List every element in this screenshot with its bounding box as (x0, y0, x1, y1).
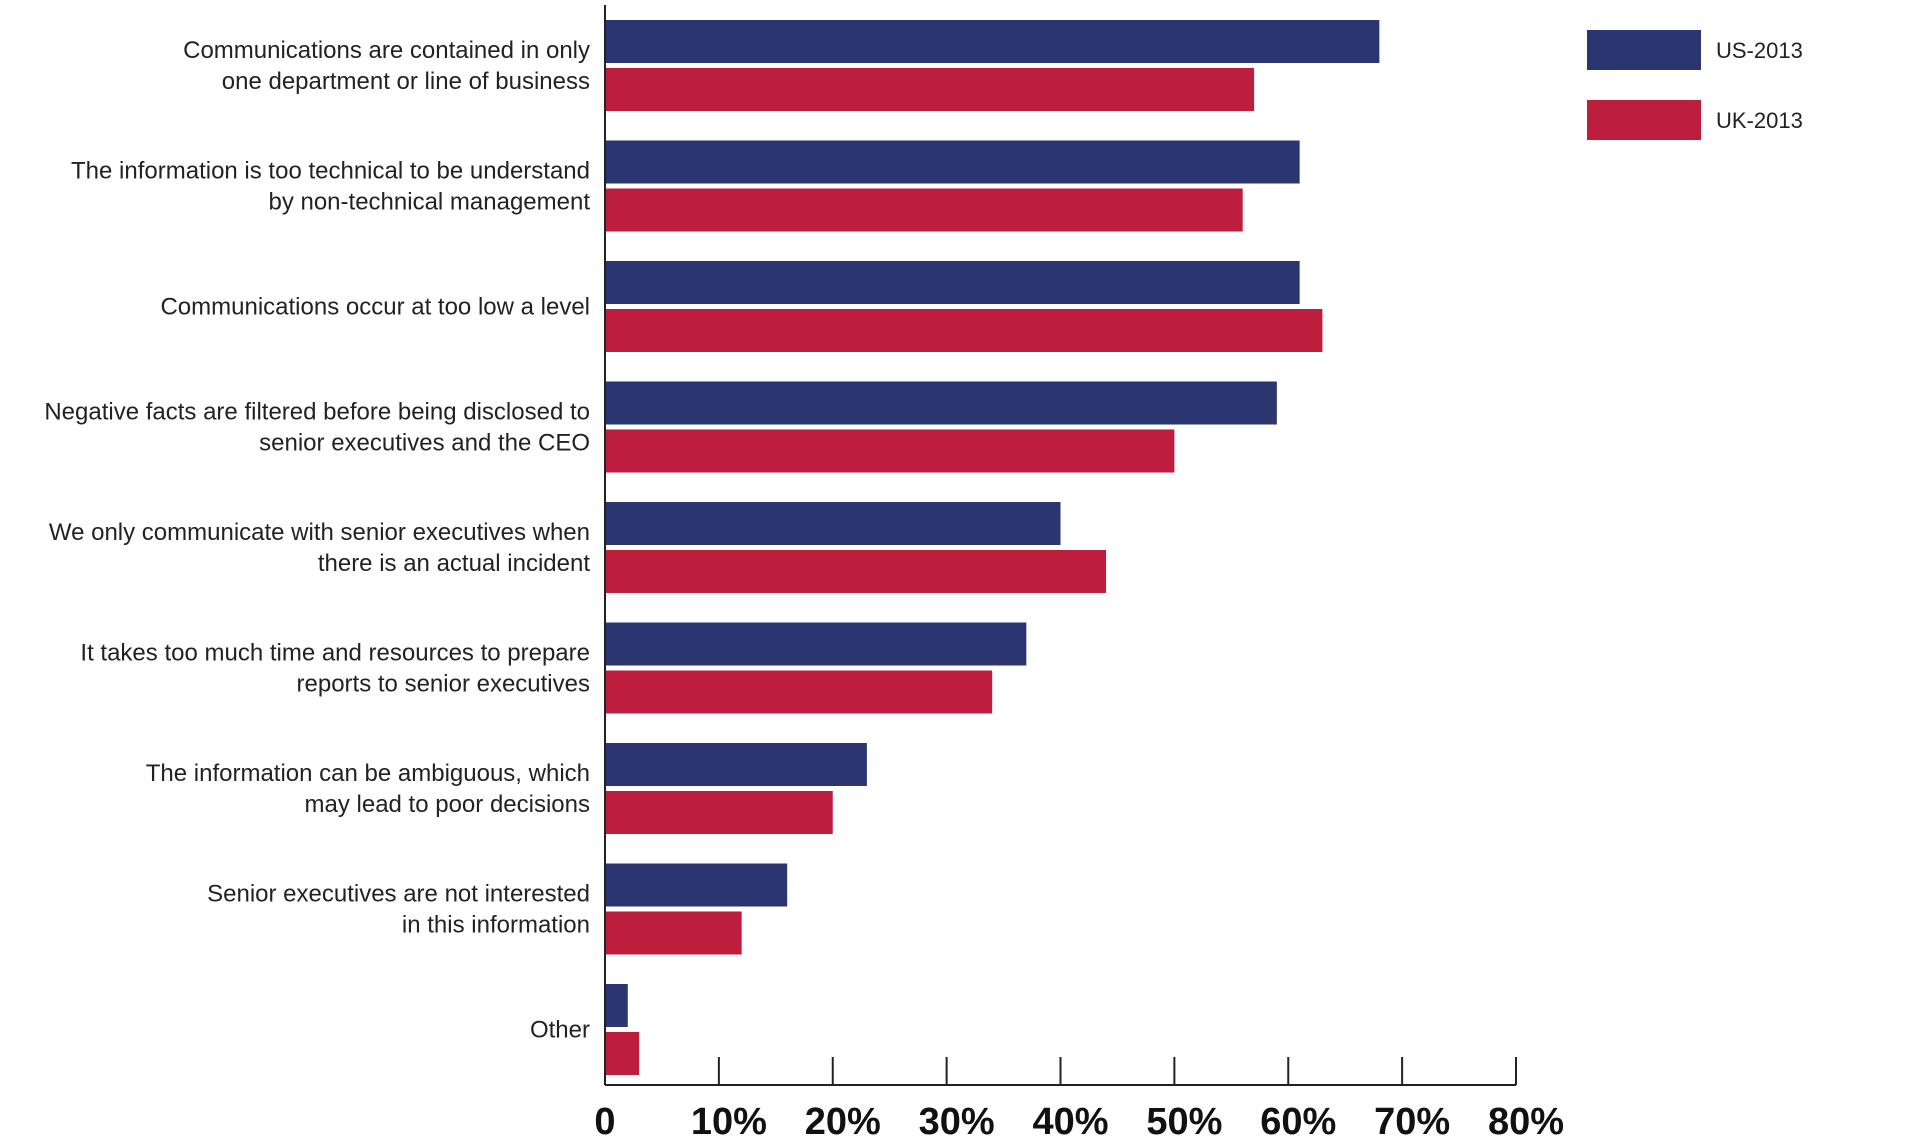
bar-us-2013-7 (605, 743, 867, 786)
bar-uk-2013-2 (605, 188, 1243, 232)
category-label-7: The information can be ambiguous, which m… (146, 760, 590, 818)
category-label-2: The information is too technical to be u… (71, 158, 590, 216)
legend-swatch-us-2013 (1587, 30, 1701, 70)
bar-us-2013-9 (605, 984, 628, 1027)
x-tick-label-20: 20% (805, 1101, 881, 1135)
bar-uk-2013-3 (605, 309, 1323, 352)
x-tick-label-0: 0 (594, 1101, 615, 1135)
bar-us-2013-5 (605, 502, 1061, 545)
legend-label-uk-2013: UK-2013 (1716, 108, 1803, 133)
bar-uk-2013-9 (605, 1032, 640, 1075)
category-label-5: We only communicate with senior executiv… (49, 519, 590, 577)
bar-us-2013-2 (605, 140, 1300, 184)
x-tick-label-30: 30% (919, 1101, 995, 1135)
category-label-1: Communications are contained in only one … (183, 37, 590, 95)
category-label-9: Other (530, 1017, 590, 1044)
bar-us-2013-4 (605, 381, 1277, 425)
bar-uk-2013-7 (605, 791, 833, 834)
x-tick-label-40: 40% (1032, 1101, 1108, 1135)
bar-us-2013-1 (605, 20, 1380, 63)
bar-uk-2013-4 (605, 429, 1175, 473)
category-label-6: It takes too much time and resources to … (80, 640, 590, 698)
category-label-4: Negative facts are filtered before being… (44, 399, 590, 457)
x-tick-label-60: 60% (1260, 1101, 1336, 1135)
category-label-8: Senior executives are not interested in t… (207, 881, 590, 939)
bar-uk-2013-8 (605, 911, 742, 955)
bar-us-2013-8 (605, 863, 788, 907)
x-tick-label-10: 10% (691, 1101, 767, 1135)
x-tick-label-80: 80% (1488, 1101, 1564, 1135)
legend-swatch-uk-2013 (1587, 100, 1701, 140)
bar-us-2013-3 (605, 261, 1300, 304)
bar-uk-2013-1 (605, 68, 1255, 111)
bar-us-2013-6 (605, 622, 1027, 666)
x-tick-label-70: 70% (1374, 1101, 1450, 1135)
legend-label-us-2013: US-2013 (1716, 38, 1803, 63)
category-label-3: Communications occur at too low a level (160, 294, 590, 321)
bar-uk-2013-5 (605, 550, 1107, 593)
x-tick-label-50: 50% (1146, 1101, 1222, 1135)
bar-uk-2013-6 (605, 670, 993, 714)
